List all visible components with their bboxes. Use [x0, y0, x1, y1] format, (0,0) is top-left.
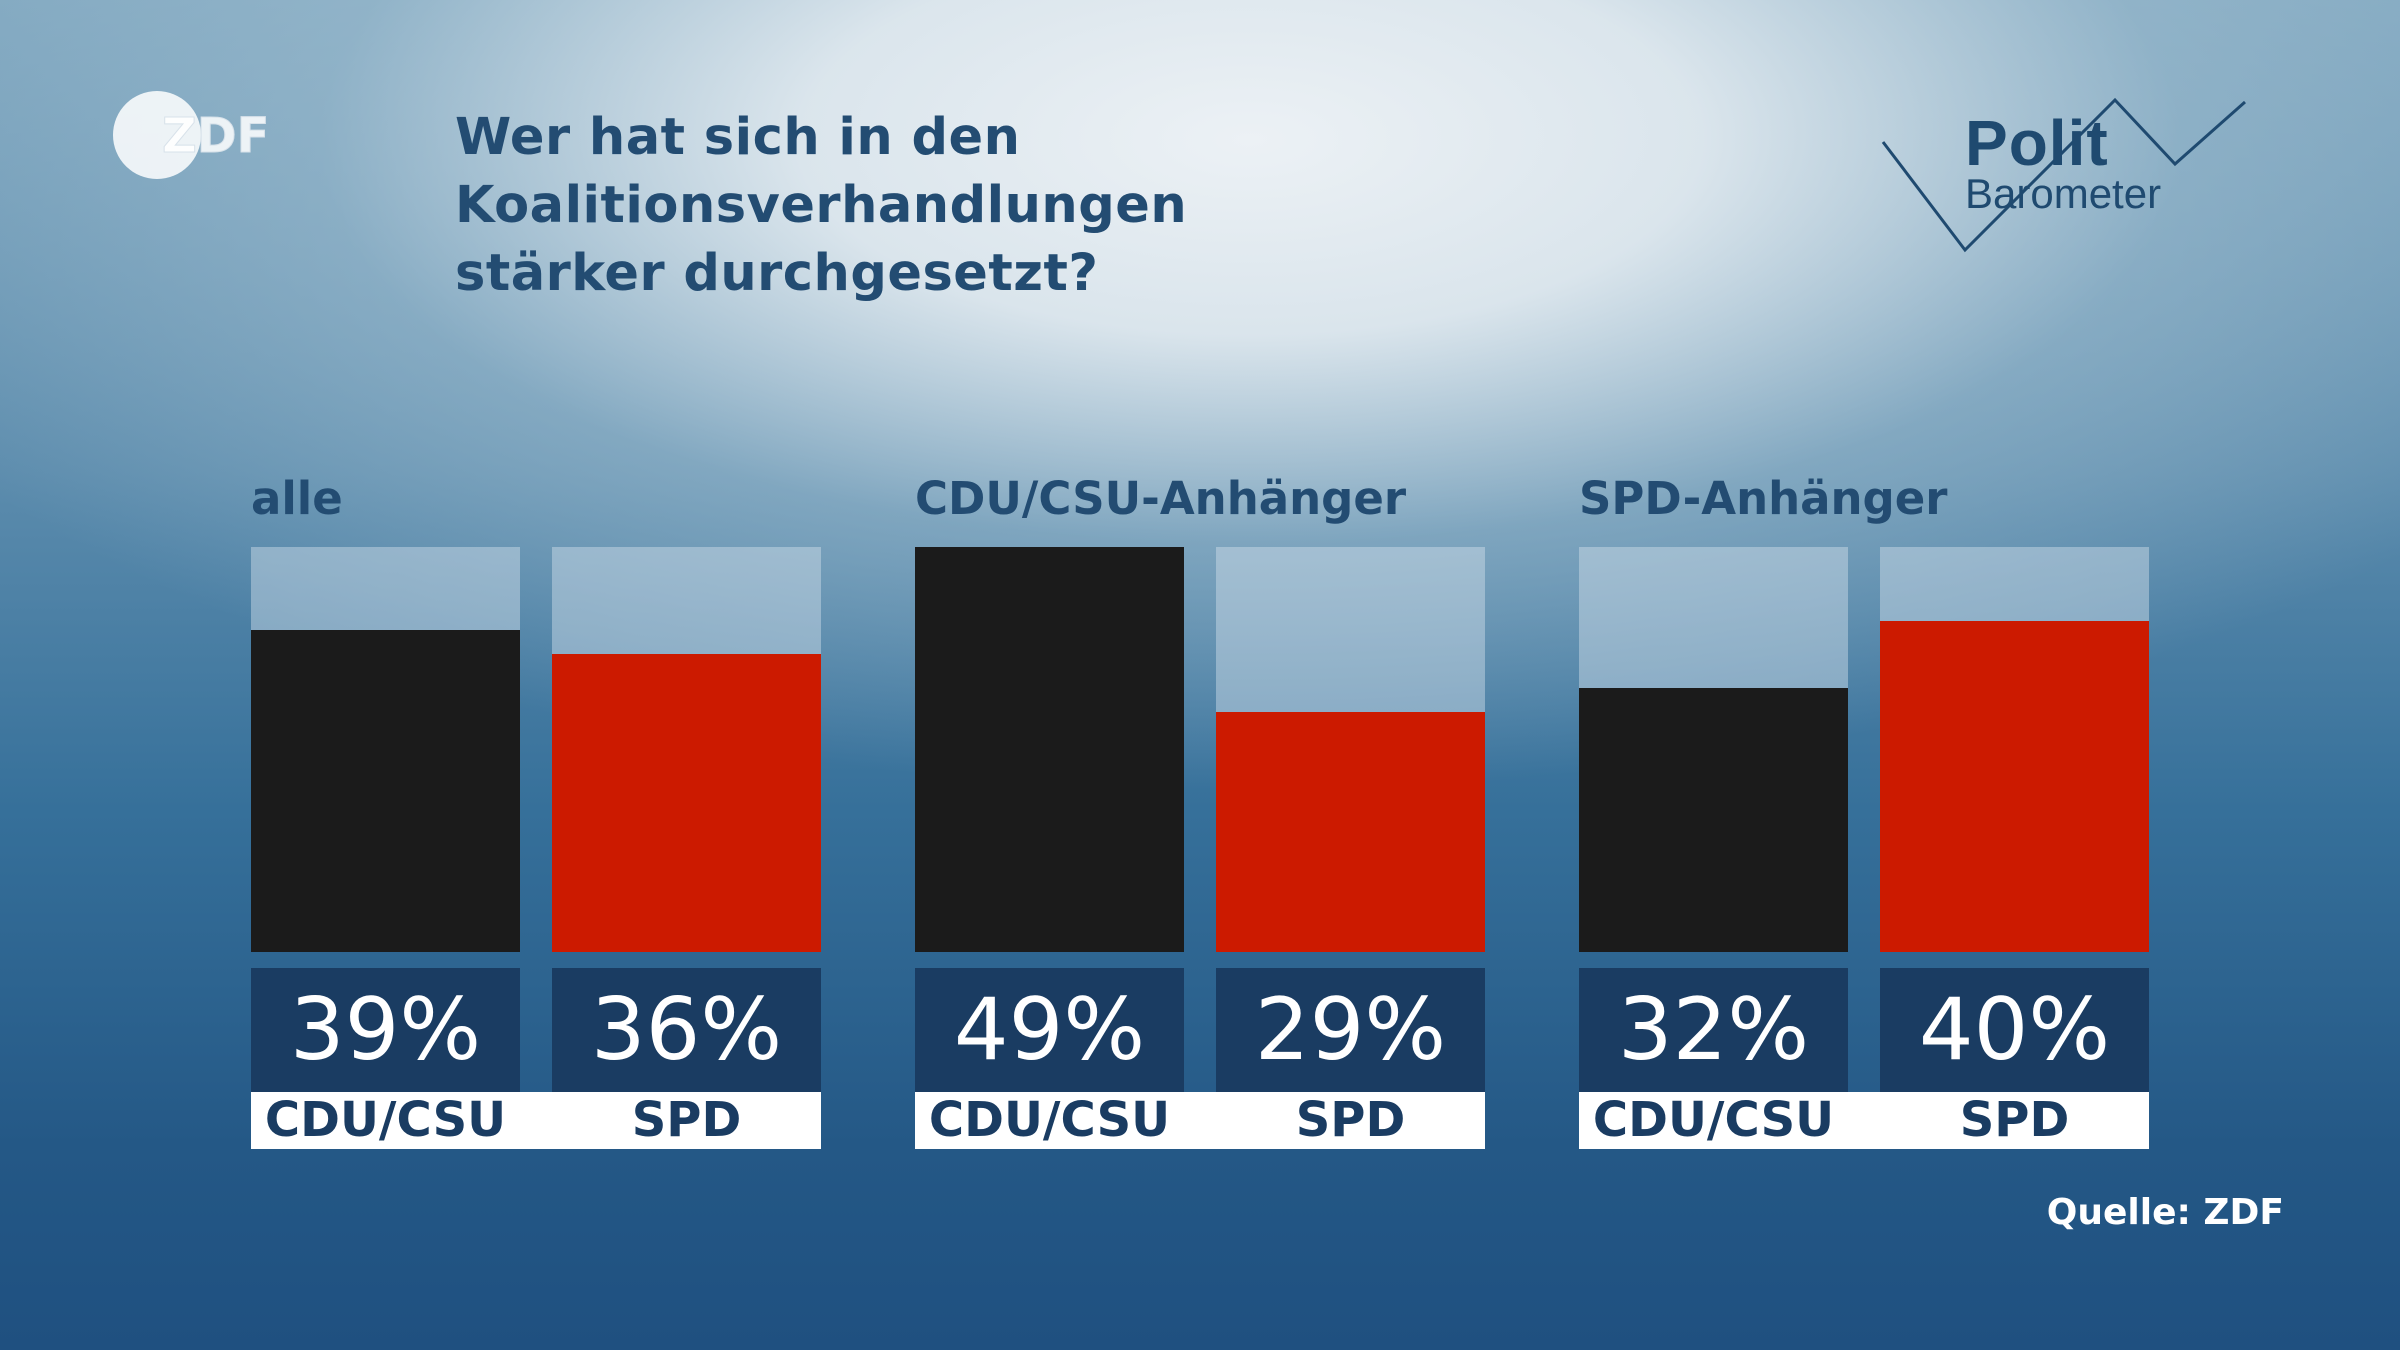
source-label: Quelle: ZDF — [2046, 1192, 2284, 1233]
bar — [1216, 712, 1485, 952]
data-label: 36% — [552, 968, 821, 1092]
politbarometer-zigzag-icon — [1881, 97, 2246, 253]
category-label: SPD — [1295, 1092, 1406, 1148]
data-label: 49% — [915, 968, 1184, 1092]
category-label-strip — [251, 1092, 821, 1149]
category-label-strip — [1579, 1092, 2149, 1149]
data-label: 39% — [251, 968, 520, 1092]
chart-title-line-1: Wer hat sich in den Koalitionsverhandlun… — [455, 108, 1188, 235]
bar — [552, 654, 821, 952]
politbarometer-word-polit: Polit — [1965, 107, 2109, 179]
data-label: 32% — [1579, 968, 1848, 1092]
category-label: CDU/CSU — [264, 1092, 507, 1148]
category-label: CDU/CSU — [1592, 1092, 1835, 1148]
group-label: SPD-Anhänger — [1579, 472, 1948, 525]
bar — [1579, 688, 1848, 952]
category-label: SPD — [631, 1092, 742, 1148]
politbarometer-word-barometer: Barometer — [1965, 170, 2162, 217]
zdf-logo-text: ZDF — [162, 108, 269, 164]
bar — [251, 630, 520, 952]
zdf-logo: ZDF — [110, 88, 270, 183]
chart-title-line-2: stärker durchgesetzt? — [455, 244, 1099, 303]
group-label: CDU/CSU-Anhänger — [915, 472, 1407, 525]
bar — [915, 547, 1184, 952]
data-label: 40% — [1880, 968, 2149, 1092]
politbarometer-logo: Polit Barometer — [1875, 92, 2255, 262]
chart-title: Wer hat sich in den Koalitionsverhandlun… — [455, 104, 1755, 308]
bar — [1880, 621, 2149, 952]
category-label: CDU/CSU — [928, 1092, 1171, 1148]
category-label: SPD — [1959, 1092, 2070, 1148]
group-label: alle — [251, 472, 343, 525]
data-label: 29% — [1216, 968, 1485, 1092]
category-label-strip — [915, 1092, 1485, 1149]
